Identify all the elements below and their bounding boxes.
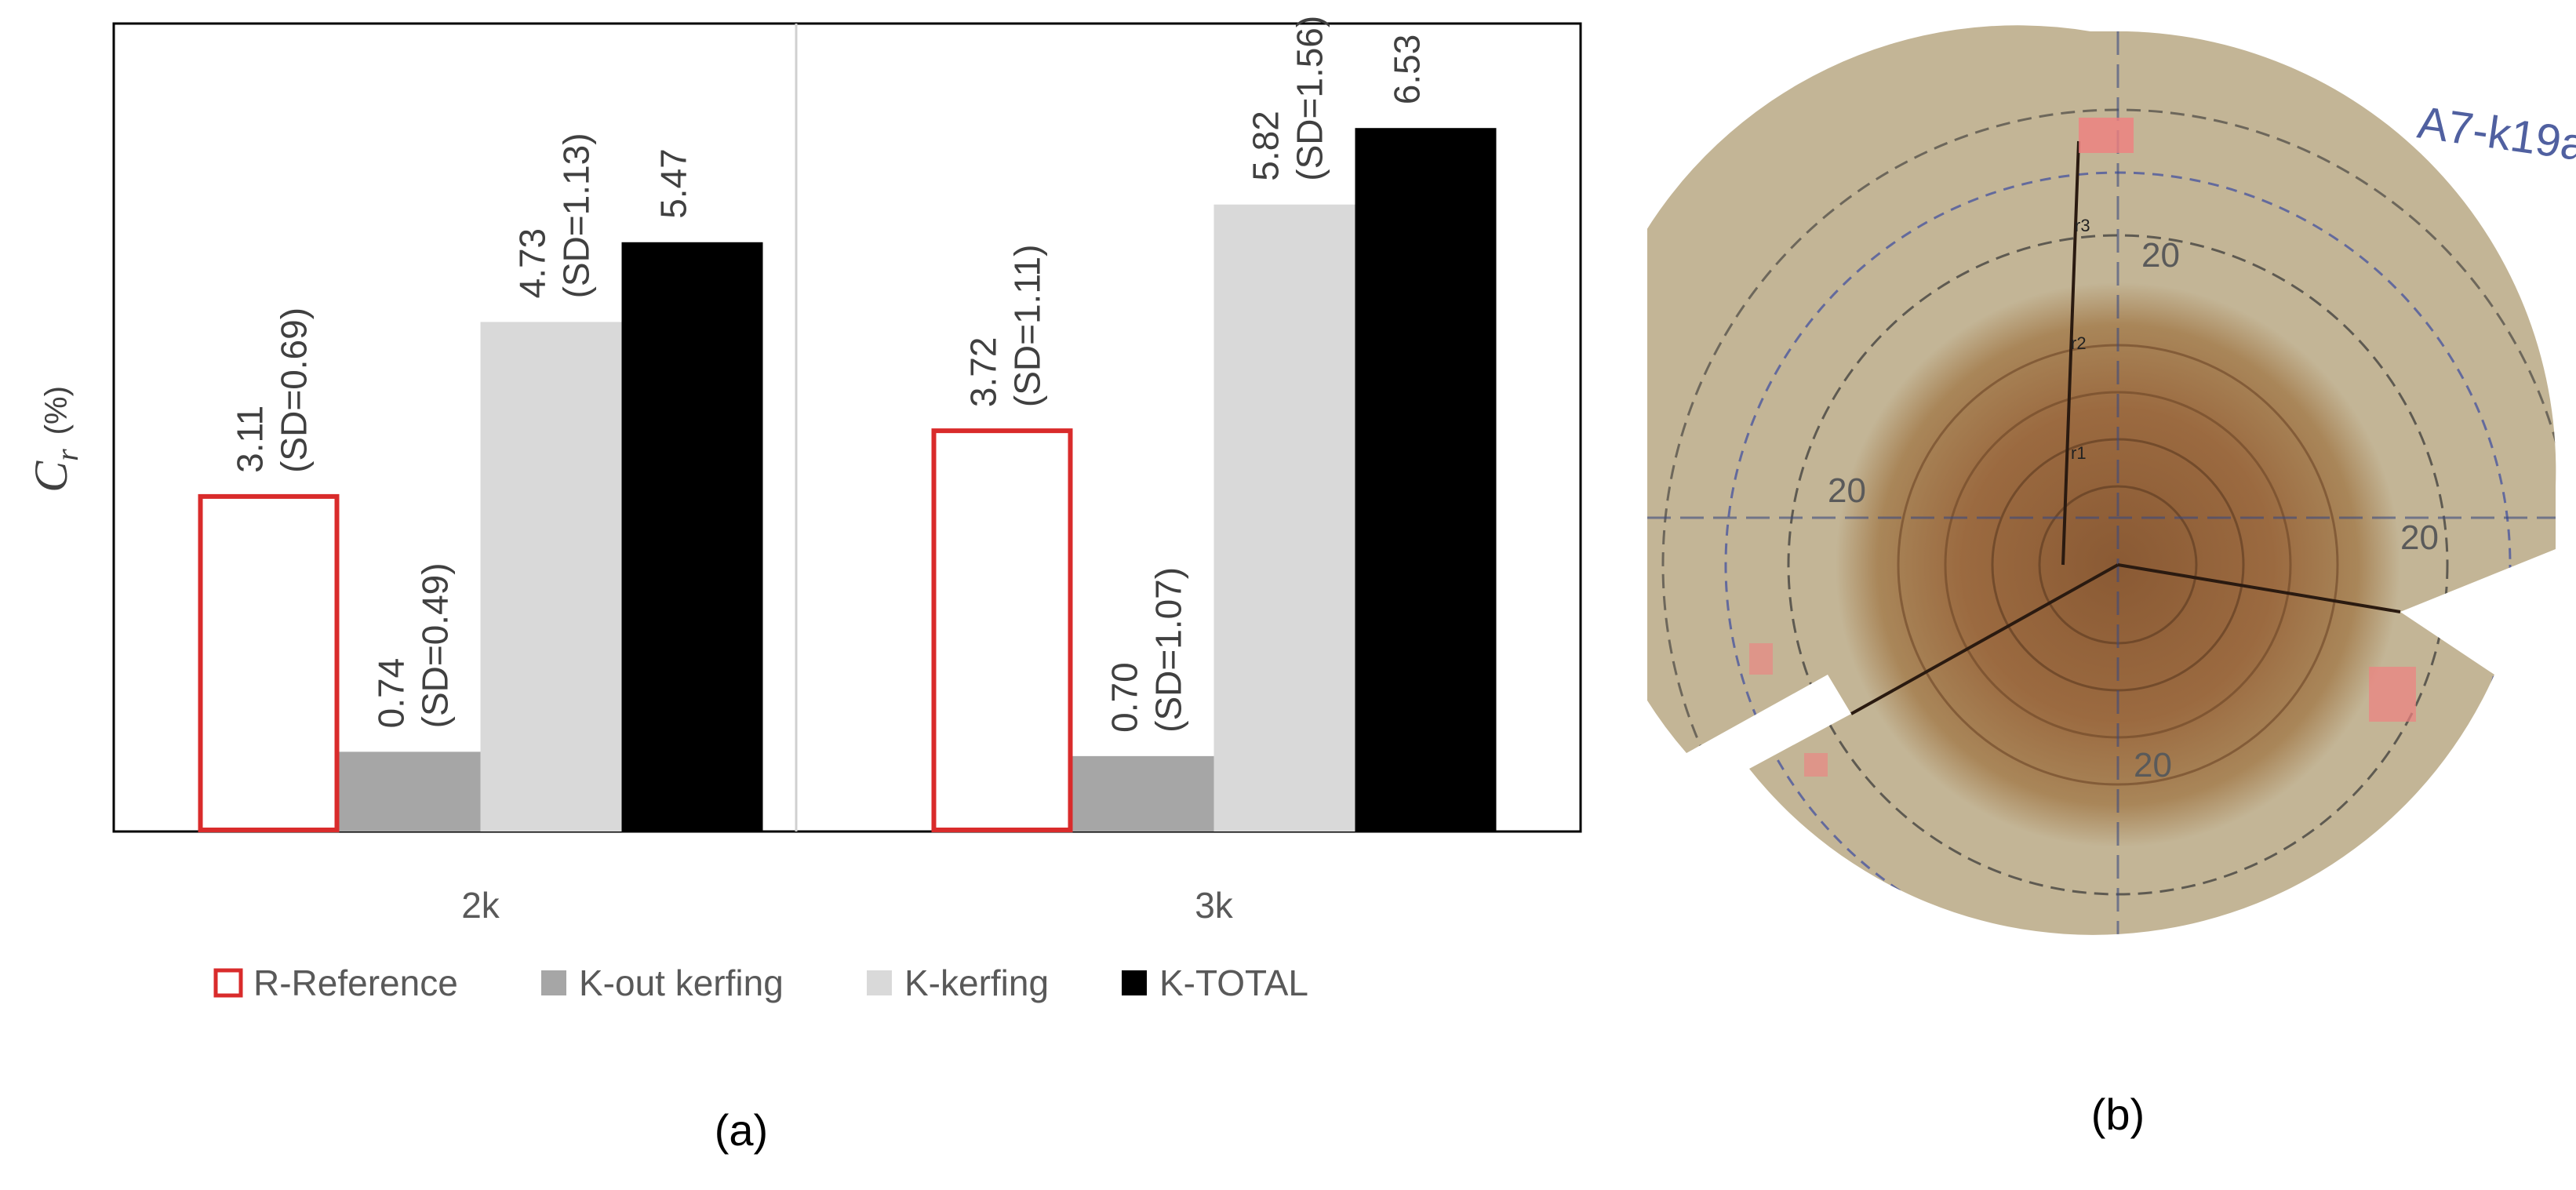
legend-label: K-TOTAL: [1159, 963, 1308, 1003]
data-label-group: 3.11 (SD=0.69): [230, 308, 315, 473]
y-axis-subscript: r: [49, 449, 85, 461]
ring-mark-bottom: 20: [2134, 746, 2172, 784]
data-label-sd: (SD=1.07): [1148, 567, 1189, 733]
sample-id-text: A7-k19a: [2414, 97, 2576, 172]
bar-k-kerfing-3k: [1213, 204, 1355, 832]
radius-label-r3: r3: [2075, 216, 2090, 235]
data-label-group: 0.70 (SD=1.07): [1104, 567, 1189, 733]
data-label-sd: (SD=0.69): [274, 308, 315, 473]
data-label-value: 4.73: [512, 228, 553, 299]
legend-label: K-out kerfing: [579, 963, 784, 1003]
bars: [198, 128, 1497, 832]
data-label-value: 0.70: [1104, 662, 1145, 733]
y-axis-label: Cr (%): [25, 386, 85, 493]
data-label-value: 5.47: [653, 148, 694, 219]
bar-r-reference-3k: [931, 428, 1073, 832]
ring-mark-right: 20: [2400, 519, 2439, 557]
y-axis-symbol: C: [25, 460, 77, 493]
data-label-sd: (SD=1.11): [1007, 245, 1048, 408]
data-label-sd: (SD=1.56): [1290, 16, 1330, 181]
x-tick-label: 2k: [461, 885, 500, 926]
legend-label: R-Reference: [253, 963, 458, 1003]
legend: R-Reference K-out kerfing K-kerfing K-TOTAL: [213, 963, 1308, 1003]
data-label-value: 5.82: [1246, 111, 1286, 181]
data-label-sd: (SD=1.13): [556, 133, 597, 298]
legend-swatch: [213, 968, 243, 998]
panel-label-b: (b): [2091, 1090, 2145, 1139]
radius-label-r2: r2: [2071, 333, 2087, 353]
x-tick-label: 3k: [1195, 885, 1234, 926]
bar-k-kerfing-2k: [480, 322, 622, 832]
crack-line: [2061, 140, 2080, 566]
bar-r-reference-2k: [198, 493, 340, 832]
data-label-value: 0.74: [371, 658, 412, 729]
data-label-group: 3.72 (SD=1.11): [963, 245, 1048, 408]
panel-label-a: (a): [715, 1105, 768, 1155]
data-label-value: 3.11: [230, 406, 271, 473]
data-label-value: 3.72: [963, 337, 1004, 408]
data-label-group: 5.82 (SD=1.56): [1246, 16, 1330, 181]
bar-k-total-3k: [1355, 128, 1497, 832]
wood-disc-photo: A7-k19a 20 20 20 20 r1 r2 r3: [1647, 25, 2576, 935]
legend-swatch: [1122, 970, 1147, 995]
legend-swatch: [867, 970, 892, 995]
x-axis-tick-labels: 2k 3k: [461, 885, 1234, 926]
y-axis-unit: (%): [39, 386, 74, 435]
data-label-group: 6.53: [1387, 35, 1428, 105]
bar-k-out-kerfing-2k: [339, 751, 481, 832]
data-label-value: 6.53: [1387, 35, 1428, 105]
bar-k-out-kerfing-3k: [1072, 755, 1214, 832]
radius-label-r1: r1: [2071, 443, 2087, 463]
data-label-group: 4.73 (SD=1.13): [512, 133, 597, 298]
bar-k-total-2k: [621, 242, 763, 832]
bar-chart: 3.11 (SD=0.69) 0.74 (SD=0.49) 4.73 (SD=1.13) 5…: [25, 16, 1582, 1003]
legend-label: K-kerfing: [904, 963, 1049, 1003]
data-labels: 3.11 (SD=0.69) 0.74 (SD=0.49) 4.73 (SD=1.13) 5…: [230, 16, 1428, 733]
data-label-group: 5.47: [653, 148, 694, 219]
pink-mark: [2079, 118, 2134, 153]
ring-mark-top: 20: [2141, 236, 2180, 275]
data-label-group: 0.74 (SD=0.49): [371, 562, 456, 728]
ring-mark-left: 20: [1828, 471, 1866, 510]
svg-text:Cr(%): Cr (%): [25, 386, 85, 493]
data-label-sd: (SD=0.49): [415, 562, 456, 728]
legend-swatch: [541, 970, 566, 995]
